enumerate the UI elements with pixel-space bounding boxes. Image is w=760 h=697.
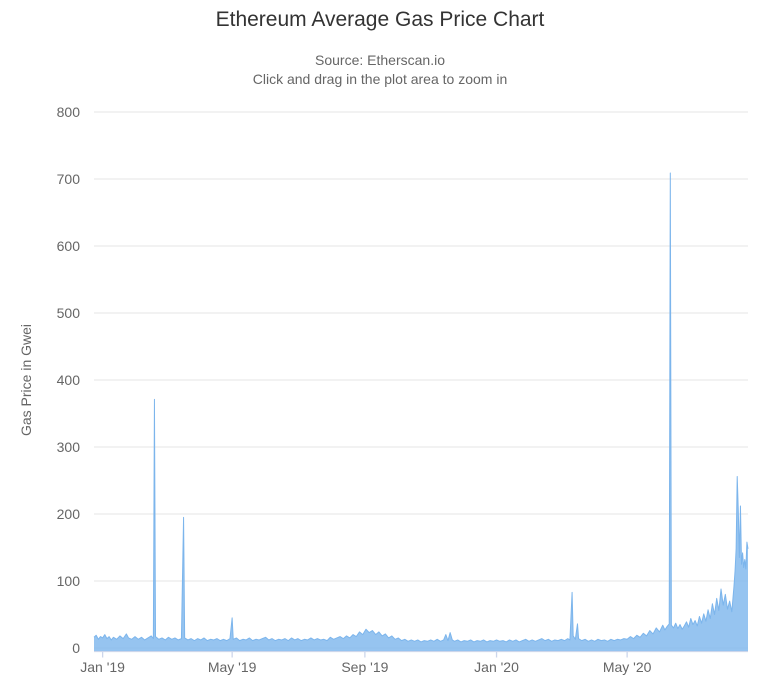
- x-axis-label: May '19: [207, 659, 257, 675]
- gas-price-line-series: [93, 172, 749, 643]
- y-axis-label: 0: [72, 640, 80, 656]
- y-axis-label: 400: [56, 372, 80, 388]
- x-axis-label: Jan '20: [474, 659, 519, 675]
- chart-subtitle-source: Source: Etherscan.io: [315, 52, 445, 68]
- x-axis-label: Jan '19: [80, 659, 125, 675]
- y-axis-label: 700: [56, 171, 80, 187]
- x-axis-label: Sep '19: [341, 659, 389, 675]
- y-axis-label: 800: [56, 104, 80, 120]
- y-axis-label: 200: [56, 506, 80, 522]
- y-axis-label: 500: [56, 305, 80, 321]
- chart-title: Ethereum Average Gas Price Chart: [215, 8, 545, 31]
- y-axis-label: 100: [56, 573, 80, 589]
- gas-price-area-series: [94, 172, 748, 651]
- y-axis-label: 600: [56, 238, 80, 254]
- y-axis-label: 300: [56, 439, 80, 455]
- x-axis-label: May '20: [602, 659, 652, 675]
- chart-subtitle-zoom-hint: Click and drag in the plot area to zoom …: [252, 71, 508, 87]
